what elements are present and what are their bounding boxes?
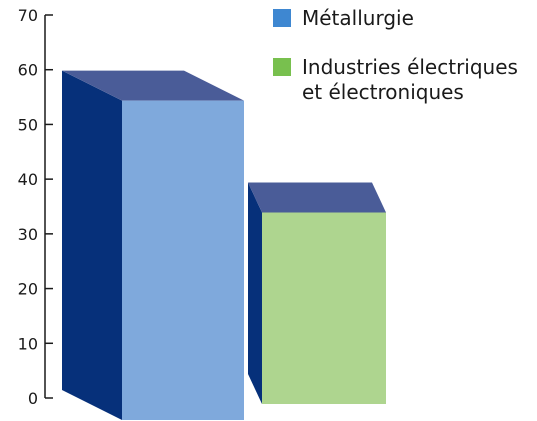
bars	[62, 70, 386, 421]
bar-side-face	[62, 70, 122, 421]
legend-label-metallurgie: Métallurgie	[302, 6, 414, 30]
y-tick-label: 40	[18, 170, 38, 189]
legend-item-industries: Industries électriques et électroniques	[273, 55, 533, 105]
y-axis: 0 10 20 30 40 50 60 70	[18, 6, 53, 408]
bar-top-face	[62, 70, 244, 101]
y-tick-label: 30	[18, 225, 38, 244]
y-tick-label: 70	[18, 6, 38, 25]
bar-2	[248, 182, 386, 404]
bar-1	[62, 70, 244, 421]
legend-item-metallurgie: Métallurgie	[273, 6, 533, 31]
bar-side-face	[248, 182, 262, 404]
bar-front-face	[122, 100, 244, 421]
bar-top-face	[248, 182, 386, 213]
y-tick-label: 60	[18, 61, 38, 80]
legend-swatch-metallurgie	[273, 9, 291, 27]
legend-swatch-industries	[273, 58, 291, 76]
bar-front-face	[262, 212, 386, 404]
legend-label-industries: Industries électriques et électroniques	[302, 55, 518, 104]
legend: Métallurgie Industries électriques et él…	[273, 6, 533, 129]
y-tick-label: 0	[28, 389, 38, 408]
y-tick-label: 50	[18, 115, 38, 134]
y-tick-label: 10	[18, 334, 38, 353]
y-tick-label: 20	[18, 280, 38, 299]
